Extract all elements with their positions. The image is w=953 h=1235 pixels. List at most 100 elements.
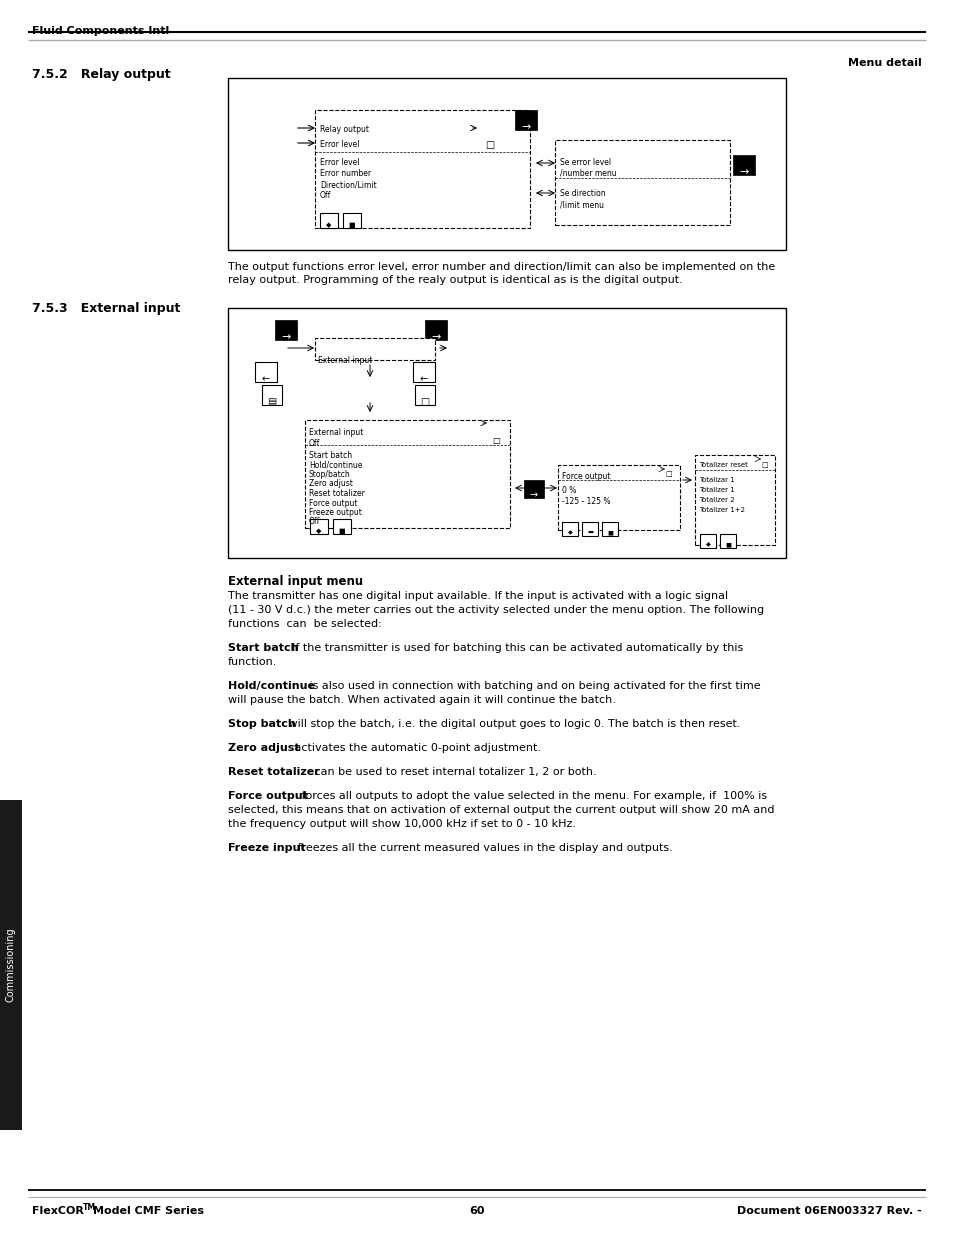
Bar [558, 466, 679, 530]
Bar [228, 308, 785, 558]
Text: Zero adjust: Zero adjust [309, 479, 353, 489]
Text: ←: ← [419, 374, 428, 384]
Text: Document 06EN003327 Rev. -: Document 06EN003327 Rev. - [737, 1207, 921, 1216]
Text: Direction/Limit: Direction/Limit [319, 180, 376, 189]
Bar [732, 156, 754, 175]
Text: Error level: Error level [319, 140, 359, 149]
Text: can be used to reset internal totalizer 1, 2 or both.: can be used to reset internal totalizer … [311, 767, 596, 777]
Text: Se error level: Se error level [559, 158, 611, 167]
Text: Off: Off [309, 517, 320, 526]
Bar [581, 522, 598, 536]
Text: Totalizer 2: Totalizer 2 [699, 496, 734, 503]
Bar [305, 420, 510, 529]
Text: →: → [281, 332, 291, 342]
Text: Start batch: Start batch [309, 451, 352, 459]
Text: Freeze output: Freeze output [309, 508, 361, 517]
Bar [413, 362, 435, 382]
Text: ▬: ▬ [586, 530, 593, 535]
Text: ■: ■ [349, 222, 355, 228]
Text: ←: ← [262, 374, 270, 384]
Bar [228, 78, 785, 249]
Text: □: □ [420, 396, 429, 408]
Text: Relay output: Relay output [319, 125, 369, 135]
Text: Error number: Error number [319, 169, 371, 178]
Text: activates the automatic 0-point adjustment.: activates the automatic 0-point adjustme… [291, 743, 540, 753]
Text: Off: Off [309, 438, 320, 448]
Text: Menu detail: Menu detail [847, 58, 921, 68]
Text: Force output: Force output [228, 790, 308, 802]
Text: is also used in connection with batching and on being activated for the first ti: is also used in connection with batching… [306, 680, 760, 692]
Text: Stop/batch: Stop/batch [309, 471, 351, 479]
Bar [523, 480, 543, 498]
Bar [343, 212, 360, 228]
Text: 7.5.3   External input: 7.5.3 External input [32, 303, 180, 315]
Text: . If the transmitter is used for batching this can be activated automatically by: . If the transmitter is used for batchin… [285, 643, 742, 653]
Text: -125 - 125 %: -125 - 125 % [561, 496, 610, 506]
Bar [695, 454, 774, 545]
Text: Hold/continue: Hold/continue [228, 680, 314, 692]
Text: ■: ■ [338, 529, 345, 534]
Text: Totalizar 1: Totalizar 1 [699, 477, 734, 483]
Text: →: → [520, 122, 530, 132]
Text: Freeze input: Freeze input [228, 844, 305, 853]
Text: TM: TM [83, 1203, 96, 1212]
Text: relay output. Programming of the realy output is identical as is the digital out: relay output. Programming of the realy o… [228, 275, 682, 285]
Bar [415, 385, 435, 405]
Bar [515, 110, 537, 130]
Text: Se direction: Se direction [559, 189, 605, 198]
Text: Force output: Force output [561, 472, 610, 480]
Text: freezes all the current measured values in the display and outputs.: freezes all the current measured values … [294, 844, 672, 853]
Text: Totalizer 1+2: Totalizer 1+2 [699, 508, 744, 513]
Text: /limit menu: /limit menu [559, 200, 603, 209]
Text: Model CMF Series: Model CMF Series [92, 1207, 204, 1216]
Text: Fluid Components Intl: Fluid Components Intl [32, 26, 169, 36]
Text: 0 %: 0 % [561, 487, 576, 495]
Bar [314, 110, 530, 228]
Text: →: → [529, 490, 537, 500]
Text: FlexCOR: FlexCOR [32, 1207, 84, 1216]
Bar [254, 362, 276, 382]
Bar [555, 140, 729, 225]
Text: Start batch: Start batch [228, 643, 298, 653]
Text: External input: External input [309, 429, 363, 437]
Text: 60: 60 [469, 1207, 484, 1216]
Text: selected, this means that on activation of external output the current output wi: selected, this means that on activation … [228, 805, 774, 815]
Text: /number menu: /number menu [559, 169, 616, 178]
Bar [274, 320, 296, 340]
Text: External input: External input [317, 356, 372, 366]
Bar [424, 320, 447, 340]
Text: the frequency output will show 10,000 kHz if set to 0 - 10 kHz.: the frequency output will show 10,000 kH… [228, 819, 576, 829]
Text: Reset totalizer: Reset totalizer [228, 767, 319, 777]
Text: function.: function. [228, 657, 277, 667]
Text: □: □ [485, 140, 494, 149]
Bar [720, 534, 735, 548]
Bar [333, 519, 351, 534]
Text: □: □ [492, 436, 499, 445]
Text: ◆: ◆ [316, 529, 321, 534]
Text: forces all outputs to adopt the value selected in the menu. For example, if  100: forces all outputs to adopt the value se… [297, 790, 766, 802]
Bar [700, 534, 716, 548]
Text: functions  can  be selected:: functions can be selected: [228, 619, 381, 629]
Text: Off: Off [319, 191, 331, 200]
Text: ▤: ▤ [267, 396, 276, 408]
Bar [314, 338, 435, 359]
Text: →: → [739, 167, 748, 177]
Text: External input menu: External input menu [228, 576, 363, 588]
Text: The output functions error level, error number and direction/limit can also be i: The output functions error level, error … [228, 262, 775, 272]
Text: Commissioning: Commissioning [6, 927, 16, 1003]
Text: 7.5.2   Relay output: 7.5.2 Relay output [32, 68, 171, 82]
Text: ■: ■ [724, 542, 730, 547]
Text: ◆: ◆ [705, 542, 710, 547]
Text: Totalizer reset: Totalizer reset [699, 462, 747, 468]
Text: Stop batch: Stop batch [228, 719, 295, 729]
Text: Totalizer 1: Totalizer 1 [699, 487, 734, 493]
Text: ■: ■ [606, 530, 612, 535]
Text: Hold/continue: Hold/continue [309, 461, 362, 469]
Bar [0, 800, 22, 1130]
Text: will stop the batch, i.e. the digital output goes to logic 0. The batch is then : will stop the batch, i.e. the digital ou… [285, 719, 740, 729]
Text: →: → [431, 332, 440, 342]
Text: ◆: ◆ [567, 530, 572, 535]
Bar [262, 385, 282, 405]
Text: (11 - 30 V d.c.) the meter carries out the activity selected under the menu opti: (11 - 30 V d.c.) the meter carries out t… [228, 605, 763, 615]
Text: □: □ [664, 471, 671, 477]
